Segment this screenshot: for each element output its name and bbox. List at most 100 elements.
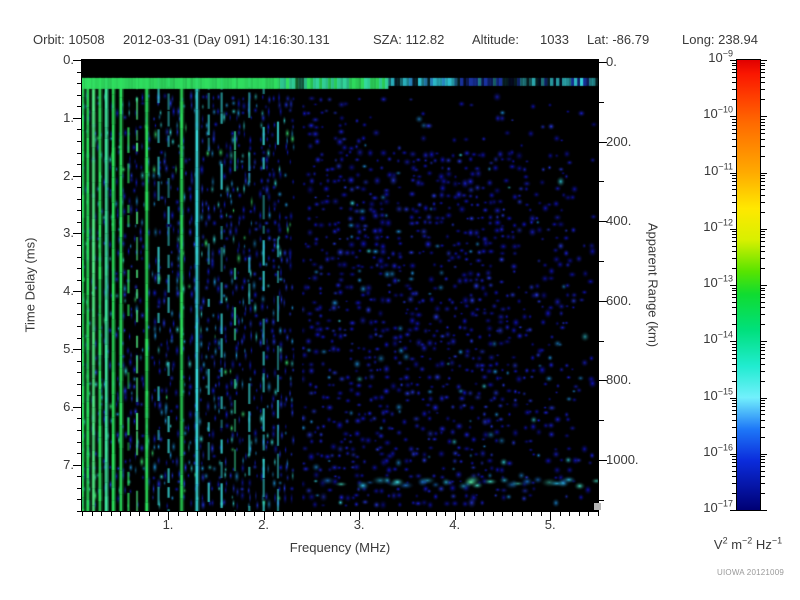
axis-tick [77, 256, 81, 258]
colorbar-tick [732, 307, 736, 309]
lat-value: -86.79 [612, 32, 650, 47]
colorbar-tick [761, 228, 767, 230]
colorbar-tick-label: 10−10 [703, 104, 733, 122]
colorbar-tick [732, 436, 736, 438]
axis-tick [77, 476, 81, 478]
axis-tick [588, 512, 590, 516]
colorbar-tick [761, 397, 767, 399]
colorbar-tick [732, 462, 736, 464]
colorbar-tick [732, 237, 736, 239]
axis-tick [77, 221, 81, 223]
axis-tick [77, 164, 81, 166]
axis-tick [598, 512, 599, 516]
colorbar-tick [761, 324, 765, 326]
colorbar-tick [761, 419, 765, 421]
colorbar-tick [732, 343, 736, 345]
axis-tick [77, 129, 81, 131]
colorbar-tick [732, 145, 736, 147]
axis-tick [77, 337, 81, 339]
axis-tick [387, 512, 389, 516]
colorbar-tick [761, 211, 765, 213]
axis-tick [77, 198, 81, 200]
colorbar-tick [761, 99, 765, 101]
long-value: 238.94 [718, 32, 758, 47]
axis-tick [225, 512, 227, 516]
axis-tick [77, 360, 81, 362]
colorbar-tick [761, 402, 765, 404]
colorbar-tick-label: 10−17 [703, 498, 733, 515]
axis-tick [521, 512, 523, 516]
colorbar-tick [761, 456, 765, 458]
y2-axis-title: Apparent Range (km) [645, 222, 661, 348]
x-tick-label: 3. [353, 517, 365, 532]
colorbar-tick [761, 194, 765, 196]
colorbar-tick [732, 402, 736, 404]
axis-tick [77, 395, 81, 397]
colorbar-tick-label: 10−13 [703, 273, 733, 290]
axis-tick [599, 62, 607, 63]
colorbar-tick [732, 234, 736, 236]
colorbar-tick [761, 133, 765, 135]
colorbar-tick [761, 231, 765, 233]
datetime-field: 2012-03-31 (Day 091) 14:16:30.131 [123, 32, 330, 47]
y-tick-label: 0. [63, 52, 74, 67]
axis-tick [77, 499, 81, 501]
colorbar-tick [761, 62, 765, 64]
axis-tick [599, 261, 604, 262]
axis-tick [73, 291, 81, 293]
axis-tick [512, 512, 513, 516]
axis-tick [531, 512, 533, 516]
colorbar-tick [732, 456, 736, 458]
y2-tick-label: 1000. [606, 452, 639, 467]
colorbar-tick [761, 245, 765, 247]
colorbar-tick [732, 258, 736, 260]
colorbar-tick [761, 201, 765, 203]
colorbar-tick [761, 155, 765, 157]
colorbar-tick [732, 177, 736, 179]
colorbar-tick [732, 293, 736, 295]
colorbar-tick [732, 72, 736, 74]
axis-tick [550, 512, 552, 520]
colorbar-tick [761, 307, 765, 309]
axis-tick [77, 383, 81, 385]
axis-tick [599, 340, 604, 342]
axis-tick [599, 221, 607, 223]
axis-tick [215, 512, 217, 516]
y-tick-label: 1. [63, 109, 74, 125]
colorbar-tick [761, 138, 765, 140]
axis-tick [426, 512, 427, 516]
colorbar-tick [761, 349, 765, 351]
colorbar-tick-label: 10−14 [703, 329, 733, 347]
colorbar-tick [761, 181, 765, 183]
altitude-label: Altitude: [472, 32, 519, 47]
colorbar-tick [730, 172, 736, 174]
colorbar-tick [730, 285, 736, 286]
axis-tick [101, 512, 103, 516]
colorbar-tick [761, 65, 765, 67]
x-axis-title: Frequency (MHz) [289, 540, 391, 555]
colorbar-tick [730, 453, 736, 455]
y2-tick-label: 200. [606, 133, 632, 149]
axis-tick [77, 268, 81, 270]
colorbar-tick [732, 353, 736, 355]
colorbar-tick [732, 121, 736, 123]
colorbar-tick [761, 293, 765, 295]
axis-tick [77, 430, 81, 432]
colorbar-tick [732, 231, 736, 233]
axis-tick [234, 512, 236, 516]
colorbar-tick [730, 510, 736, 511]
axis-tick [168, 512, 169, 520]
colorbar-tick [732, 89, 736, 91]
axis-tick [330, 512, 332, 516]
axis-tick [406, 512, 408, 516]
colorbar-tick [732, 128, 736, 130]
axis-tick [73, 117, 81, 119]
colorbar-tick [732, 124, 736, 126]
axis-tick [77, 71, 81, 73]
axis-tick [77, 372, 81, 374]
y-tick-label: 4. [63, 283, 74, 299]
axis-tick [416, 512, 418, 516]
y-tick-label: 5. [63, 341, 74, 357]
long-label: Long: [682, 32, 715, 47]
axis-tick [77, 140, 81, 142]
